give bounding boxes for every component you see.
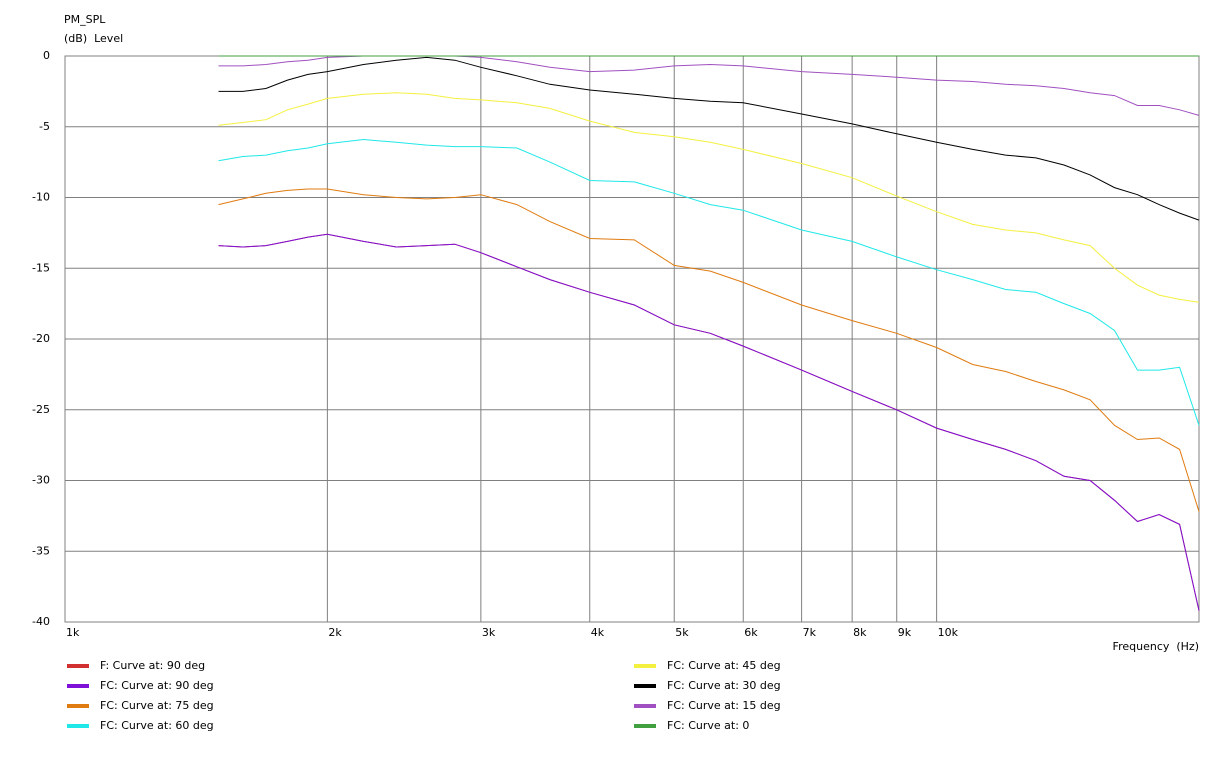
y-tick-label: -20 (32, 332, 50, 345)
x-tick-label: 2k (328, 626, 342, 639)
legend-swatch (67, 664, 89, 668)
y-tick-label: -25 (32, 403, 50, 416)
y-tick-label: -15 (32, 261, 50, 274)
x-tick-label: 6k (744, 626, 758, 639)
x-tick-label: 7k (803, 626, 817, 639)
x-tick-label: 10k (938, 626, 959, 639)
x-tick-label: 4k (591, 626, 605, 639)
x-tick-label: 5k (675, 626, 689, 639)
x-tick-label: 8k (853, 626, 867, 639)
series-line (218, 188, 1200, 512)
y-tick-label: -35 (32, 544, 50, 557)
y-tick-label: -40 (32, 615, 50, 628)
series-line (218, 56, 1200, 221)
legend-label: FC: Curve at: 30 deg (667, 679, 781, 692)
y-tick-label: -30 (32, 474, 50, 487)
legend-label: FC: Curve at: 15 deg (667, 699, 781, 712)
legend-swatch (634, 704, 656, 708)
legend-swatch (67, 704, 89, 708)
y-tick-label: 0 (43, 49, 50, 62)
series-line (218, 92, 1200, 303)
x-tick-label: 9k (898, 626, 912, 639)
legend-label: F: Curve at: 90 deg (100, 659, 205, 672)
y-axis-label: (dB) Level (64, 32, 123, 45)
series-line (218, 55, 1200, 116)
legend-label: FC: Curve at: 75 deg (100, 699, 214, 712)
series-line (218, 138, 1200, 426)
legend-swatch (634, 684, 656, 688)
legend-label: FC: Curve at: 60 deg (100, 719, 214, 732)
y-tick-label: -5 (39, 120, 50, 133)
legend-swatch (634, 664, 656, 668)
legend-label: FC: Curve at: 90 deg (100, 679, 214, 692)
legend-label: FC: Curve at: 0 (667, 719, 749, 732)
legend-swatch (67, 724, 89, 728)
x-tick-label: 3k (482, 626, 496, 639)
x-axis-label: Frequency (Hz) (1113, 640, 1199, 653)
series-line (218, 233, 1200, 611)
y-tick-label: -10 (32, 191, 50, 204)
legend-swatch (67, 684, 89, 688)
chart-title: PM_SPL (64, 13, 106, 26)
legend-swatch (634, 724, 656, 728)
x-tick-label: 1k (66, 626, 80, 639)
legend-label: FC: Curve at: 45 deg (667, 659, 781, 672)
series-line (218, 233, 1200, 611)
